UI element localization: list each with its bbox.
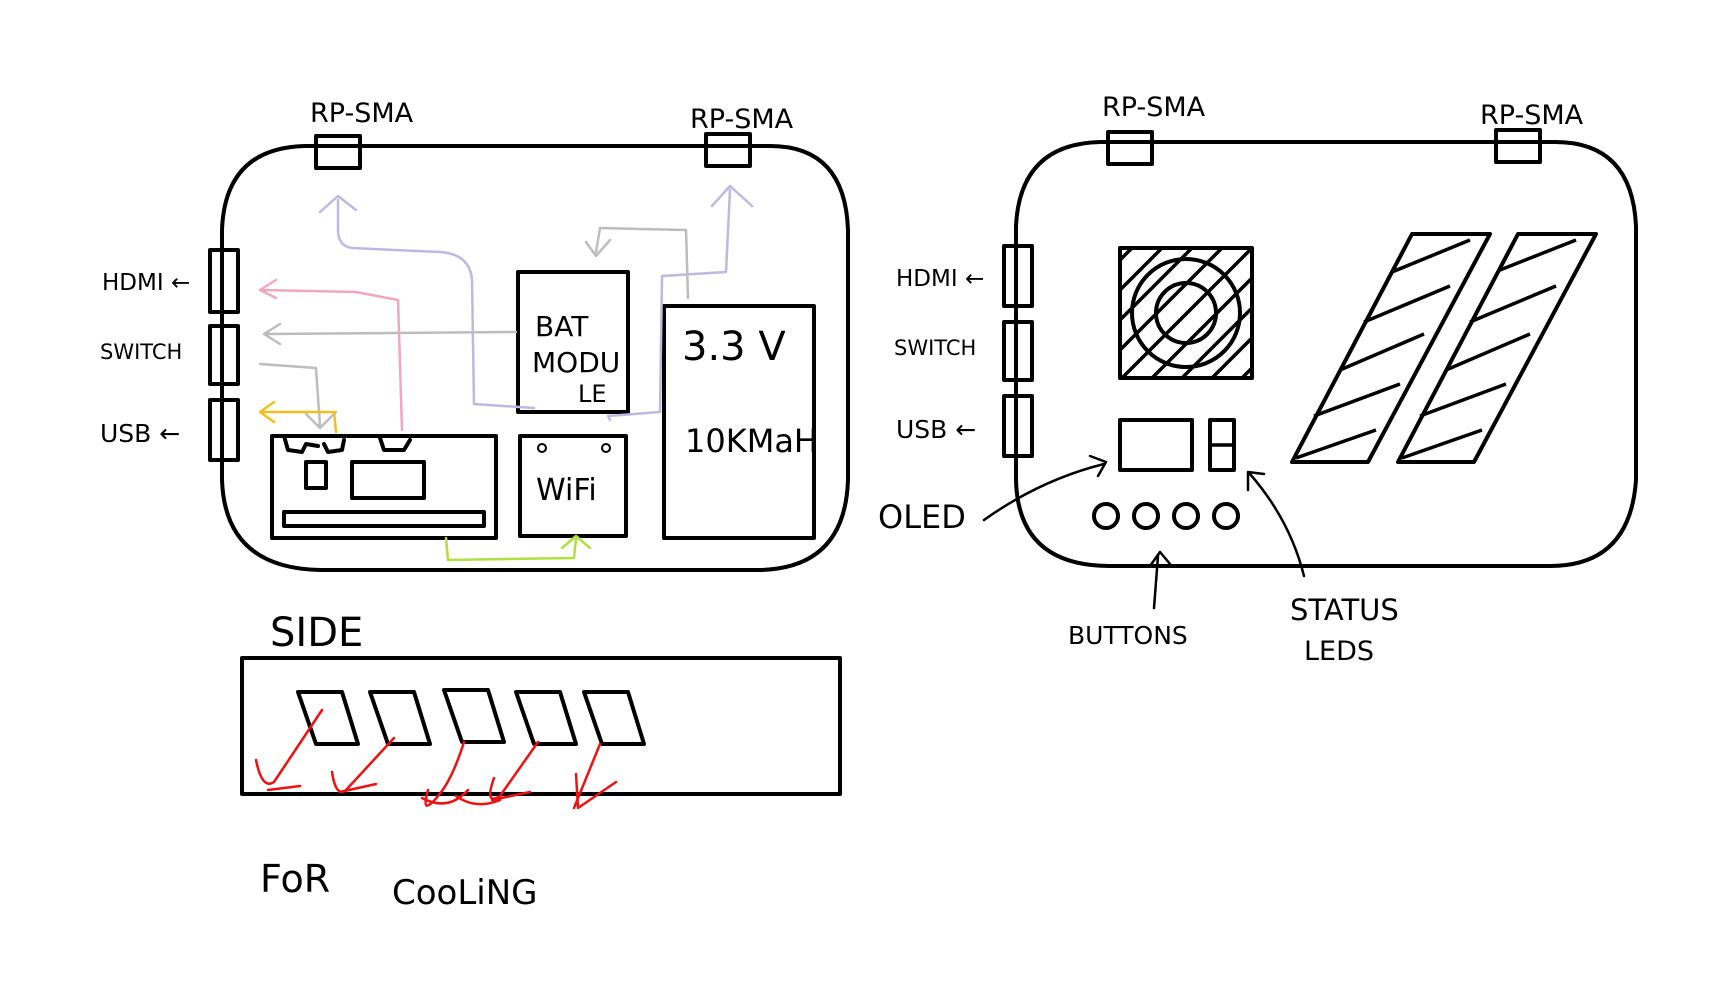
button-4: [1212, 502, 1240, 530]
antenna-label-right: RP-SMA: [1480, 100, 1584, 131]
board-connector-1: [282, 434, 320, 454]
airflow-arrow-tail: [454, 794, 502, 806]
antenna-label-right: RP-SMA: [690, 104, 794, 135]
side-vent-3: [442, 688, 506, 744]
wifi-module: [518, 434, 628, 538]
cooling-fan: [1118, 246, 1254, 380]
oled-callout-arrow: [982, 454, 1108, 522]
button-1: [1092, 502, 1120, 530]
cooling-caption-1: FoR: [260, 857, 330, 901]
board-chip-small: [304, 460, 328, 490]
antenna-connector-right: [1494, 128, 1542, 164]
wifi-mount-hole-left: [537, 443, 547, 453]
wiring: [258, 184, 754, 562]
battery-capacity: 10KMaH: [685, 422, 818, 460]
usb-port: [208, 398, 240, 462]
airflow-arrow-2: [330, 736, 396, 794]
usb-label: USB ←: [100, 419, 180, 448]
front-view: RP-SMA RP-SMA HDMI ← SWITCH USB ←: [878, 92, 1638, 667]
antenna-label-left: RP-SMA: [1102, 92, 1206, 123]
wire-battery-pack-to-module: [584, 226, 690, 300]
battery-module-label-1: BAT: [535, 310, 589, 343]
antenna-connector-left: [1106, 130, 1154, 166]
status-leds-label-1: STATUS: [1290, 593, 1399, 627]
airflow-arrow-3: [420, 740, 470, 807]
status-leds-callout-arrow: [1246, 470, 1306, 578]
board-connector-3: [378, 436, 412, 452]
cooling-caption-2: CooLiNG: [392, 873, 538, 913]
airflow-arrow-4: [488, 740, 540, 802]
wifi-mount-hole-right: [601, 443, 611, 453]
antenna-connector-left: [314, 134, 362, 170]
board-header: [282, 510, 486, 528]
battery-module: [516, 270, 630, 414]
wire-antenna-right: [606, 184, 754, 422]
side-panel: [240, 656, 842, 796]
wire-usb: [258, 400, 338, 434]
side-vent-4: [514, 690, 578, 746]
wire-hdmi: [258, 278, 404, 432]
battery-pack: [662, 304, 816, 540]
hdmi-port: [1002, 244, 1034, 308]
side-vent-2: [368, 690, 432, 746]
wire-switch: [262, 322, 518, 346]
buttons-label: BUTTONS: [1068, 621, 1188, 650]
front-view-enclosure: [1014, 140, 1638, 568]
vent-right: [1396, 232, 1598, 464]
airflow-arrow-1: [254, 708, 324, 792]
button-2: [1132, 502, 1160, 530]
side-vent-1: [296, 690, 360, 746]
side-view-title: SIDE: [270, 610, 363, 656]
wire-board-to-wifi: [444, 534, 592, 562]
oled-display: [1118, 418, 1194, 472]
oled-label: OLED: [878, 498, 966, 536]
battery-voltage: 3.3 V: [682, 324, 786, 370]
usb-port: [1002, 394, 1034, 458]
battery-module-label-2: MODU: [532, 346, 620, 379]
board-connector-2: [322, 438, 346, 454]
side-vent-5: [582, 690, 646, 746]
wire-usb-gray: [258, 362, 338, 430]
vent-left: [1290, 232, 1492, 464]
usb-label: USB ←: [896, 415, 976, 444]
buttons-callout-arrow: [1148, 550, 1172, 610]
button-3: [1172, 502, 1200, 530]
hdmi-label: HDMI ←: [896, 266, 984, 292]
battery-module-label-3: LE: [578, 380, 607, 408]
wire-antenna-left: [318, 194, 536, 410]
switch-label: SWITCH: [894, 336, 976, 360]
airflow-arrow-5: [572, 742, 618, 810]
top-view-enclosure: [220, 144, 850, 572]
hdmi-label: HDMI ←: [102, 270, 190, 296]
top-view: RP-SMA RP-SMA HDMI ← SWITCH USB ← BAT MO…: [100, 98, 850, 572]
antenna-connector-right: [704, 132, 752, 168]
cooling-airflow-arrows: [254, 708, 618, 810]
side-view: SIDE FoR CooLiNG: [240, 610, 842, 913]
wifi-label: WiFi: [536, 473, 597, 508]
switch-port: [208, 324, 240, 386]
switch-port: [1002, 320, 1034, 382]
hdmi-port: [208, 248, 240, 314]
switch-label: SWITCH: [100, 340, 182, 364]
board-chip-large: [350, 460, 426, 500]
status-leds-label-2: LEDS: [1304, 636, 1374, 667]
antenna-label-left: RP-SMA: [310, 98, 414, 129]
main-board: [270, 434, 498, 540]
